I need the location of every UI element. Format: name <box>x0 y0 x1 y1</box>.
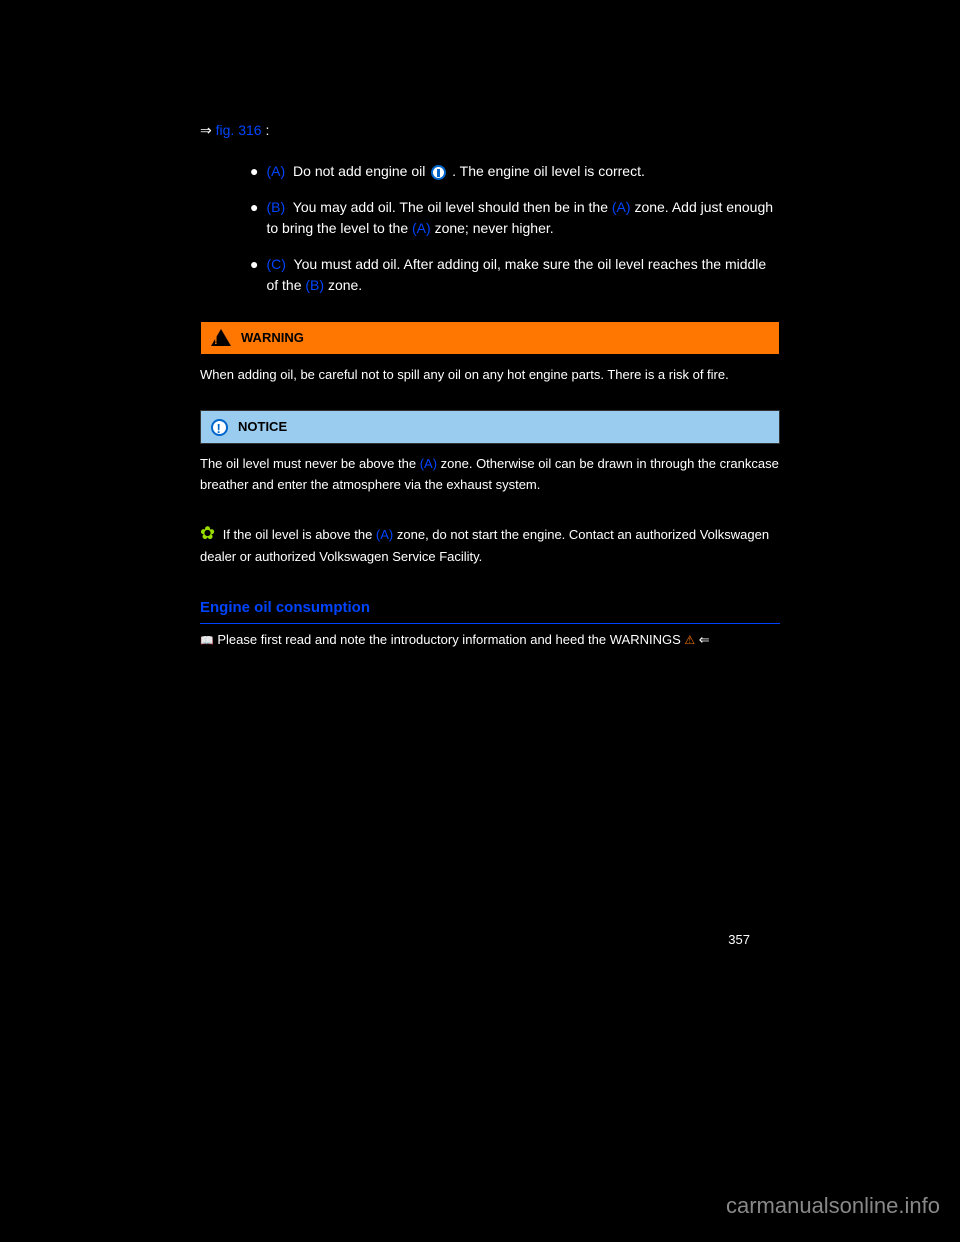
notice-ref1: (A) <box>420 456 437 471</box>
area-a-label: (A) <box>266 163 285 179</box>
area-b-label: (B) <box>266 199 285 215</box>
bullet-icon: ● <box>250 161 258 182</box>
area-b-text3: zone; never higher. <box>435 220 554 236</box>
area-b-text1: You may add oil. The oil level should th… <box>293 199 612 215</box>
notice-box: NOTICE The oil level must never be above… <box>200 410 780 505</box>
warning-box: ! WARNING When adding oil, be careful no… <box>200 321 780 395</box>
read-first-arrow: ⇐ <box>699 632 710 647</box>
area-a-text1: Do not add engine oil <box>293 163 429 179</box>
notice-title: NOTICE <box>238 417 287 437</box>
environmental-note: ✿ If the oil level is above the (A) zone… <box>200 520 780 567</box>
env-ref1: (A) <box>376 527 393 542</box>
area-list: ● (A) Do not add engine oil . The engine… <box>250 161 780 296</box>
area-item-c: ● (C) You must add oil. After adding oil… <box>250 254 780 296</box>
section-heading: Engine oil consumption <box>200 597 780 625</box>
area-b-ref1: (A) <box>612 199 631 215</box>
area-item-a: ● (A) Do not add engine oil . The engine… <box>250 161 780 182</box>
notice-text1: The oil level must never be above the <box>200 456 420 471</box>
intro-arrow: ⇒ <box>200 122 212 138</box>
read-first-line: 📖 Please first read and note the introdu… <box>200 630 780 650</box>
read-first-text: Please first read and note the introduct… <box>217 632 680 647</box>
bullet-icon: ● <box>250 197 258 239</box>
area-item-b: ● (B) You may add oil. The oil level sho… <box>250 197 780 239</box>
env-text1: If the oil level is above the <box>223 527 376 542</box>
area-a-text2: . The engine oil level is correct. <box>452 163 645 179</box>
page-number: 357 <box>728 930 750 950</box>
warning-title: WARNING <box>241 328 304 348</box>
book-icon: 📖 <box>200 635 214 647</box>
intro-colon: : <box>265 122 269 138</box>
warning-triangle-icon: ! <box>211 329 231 346</box>
flower-icon: ✿ <box>200 523 215 543</box>
figure-link[interactable]: fig. 316 <box>216 122 262 138</box>
notice-icon <box>211 419 228 436</box>
area-b-ref2: (A) <box>412 220 431 236</box>
warning-header: ! WARNING <box>200 321 780 355</box>
area-c-label: (C) <box>266 256 285 272</box>
intro-line: ⇒ fig. 316 : <box>200 120 780 141</box>
notice-content: The oil level must never be above the (A… <box>200 444 780 506</box>
area-c-ref1: (B) <box>305 277 324 293</box>
warning-triangle-small-icon: ⚠ <box>684 633 695 647</box>
notice-header: NOTICE <box>200 410 780 444</box>
bullet-icon: ● <box>250 254 258 296</box>
watermark: carmanualsonline.info <box>726 1189 940 1222</box>
warning-content: When adding oil, be careful not to spill… <box>200 355 780 396</box>
notice-icon-inline <box>431 165 446 180</box>
area-c-text2: zone. <box>328 277 362 293</box>
